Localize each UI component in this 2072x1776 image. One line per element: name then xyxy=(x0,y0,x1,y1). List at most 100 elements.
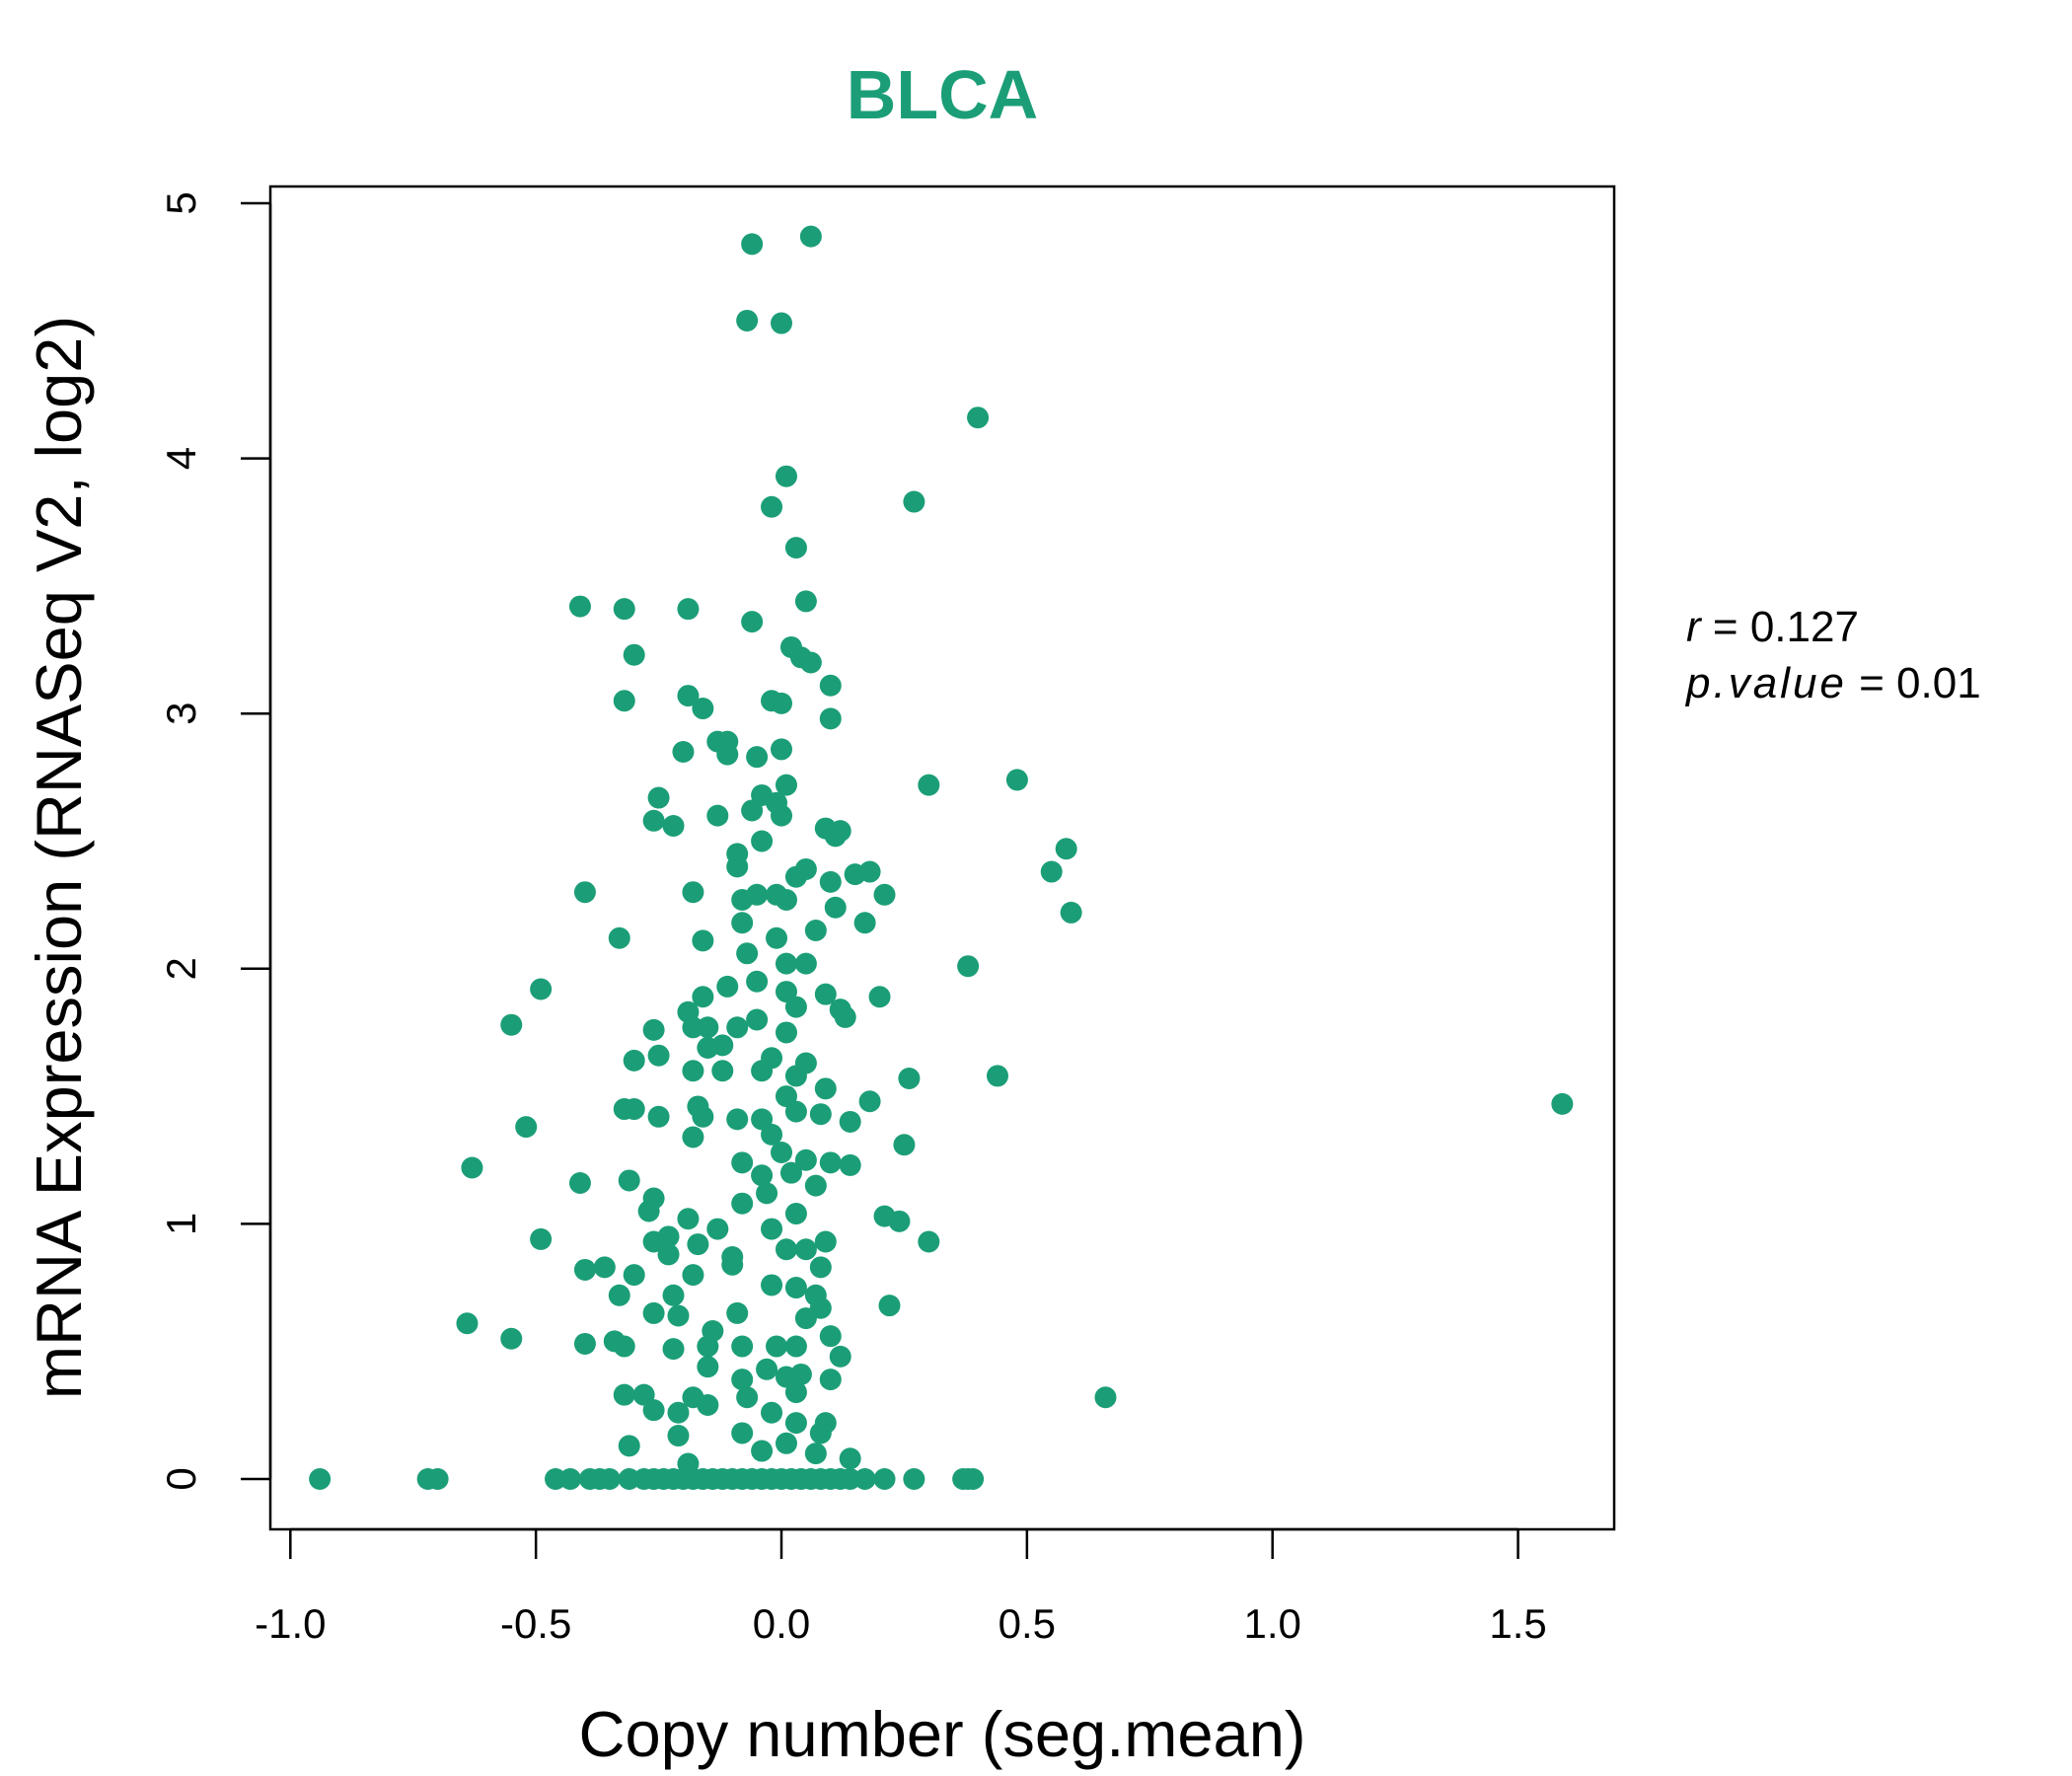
data-point xyxy=(426,1468,449,1490)
data-point xyxy=(824,896,847,919)
data-point xyxy=(819,707,842,730)
data-point xyxy=(741,233,764,256)
data-point xyxy=(677,1208,700,1230)
data-point xyxy=(761,495,783,518)
data-point xyxy=(706,1218,729,1240)
data-point xyxy=(903,490,925,513)
data-point xyxy=(794,590,817,613)
data-point xyxy=(697,1335,719,1358)
data-point xyxy=(1005,769,1028,791)
data-point xyxy=(784,537,807,559)
correlation-stat: r = 0.127 xyxy=(1686,603,1859,651)
data-point xyxy=(647,786,670,809)
chart-title: BLCA xyxy=(847,56,1038,133)
data-point xyxy=(799,225,822,248)
data-point xyxy=(647,1044,670,1067)
data-point xyxy=(623,1098,645,1121)
x-tick-label: -0.5 xyxy=(500,1600,571,1647)
data-point xyxy=(814,983,837,1005)
data-point xyxy=(608,1284,630,1306)
data-point xyxy=(608,926,630,949)
data-point xyxy=(711,1060,734,1082)
data-point xyxy=(711,1034,734,1057)
data-point xyxy=(784,1277,807,1299)
data-point xyxy=(775,1432,797,1454)
data-point xyxy=(766,926,788,949)
data-point xyxy=(500,1013,523,1036)
data-point xyxy=(756,1358,778,1380)
data-point xyxy=(751,1164,774,1187)
data-point xyxy=(687,1233,709,1256)
data-point xyxy=(839,1153,861,1176)
data-point xyxy=(751,830,774,852)
data-point xyxy=(309,1468,332,1490)
data-point xyxy=(746,746,769,769)
y-tick-label: 1 xyxy=(158,1213,204,1235)
data-point xyxy=(794,1148,817,1171)
data-point xyxy=(613,690,635,712)
x-axis: -1.0 -0.5 0.0 0.5 1.0 1.5 xyxy=(255,1527,1547,1647)
data-point xyxy=(784,1412,807,1435)
y-axis: 0 1 2 3 4 5 xyxy=(158,191,272,1491)
data-point xyxy=(873,1468,896,1490)
data-point xyxy=(761,1274,783,1296)
data-point xyxy=(839,1447,861,1470)
data-point xyxy=(515,1116,538,1139)
data-point xyxy=(623,1049,645,1072)
data-point xyxy=(819,870,842,893)
data-point xyxy=(784,1100,807,1123)
data-point xyxy=(814,1077,837,1100)
data-point xyxy=(736,309,759,332)
data-point xyxy=(647,1105,670,1128)
data-point xyxy=(618,1169,640,1192)
data-point xyxy=(682,881,704,904)
data-point xyxy=(873,883,896,906)
data-point xyxy=(839,1110,861,1133)
data-point xyxy=(819,674,842,697)
data-point xyxy=(598,1468,621,1490)
data-point xyxy=(573,1258,596,1281)
data-point xyxy=(682,1264,704,1287)
x-axis-label: Copy number (seg.mean) xyxy=(579,1698,1306,1770)
data-point xyxy=(461,1156,483,1179)
data-point xyxy=(809,1256,832,1279)
data-point xyxy=(771,692,792,714)
data-point xyxy=(692,929,714,952)
data-point xyxy=(573,881,596,904)
data-point xyxy=(500,1327,523,1350)
data-point xyxy=(692,698,714,720)
data-point xyxy=(784,1203,807,1225)
data-point xyxy=(771,1141,792,1163)
data-point xyxy=(613,1383,635,1406)
data-point xyxy=(819,1369,842,1391)
data-point xyxy=(794,857,817,880)
data-point xyxy=(682,1386,704,1409)
data-point xyxy=(775,952,797,975)
data-point xyxy=(741,611,764,633)
data-point xyxy=(761,1218,783,1240)
data-point xyxy=(697,1356,719,1378)
data-point xyxy=(530,1227,553,1250)
x-tick-label: 0.0 xyxy=(753,1600,810,1647)
data-point xyxy=(642,809,665,832)
data-point xyxy=(731,1422,754,1444)
data-point xyxy=(746,1008,769,1031)
data-point xyxy=(771,312,792,334)
data-point xyxy=(775,774,797,796)
p-label: p.value xyxy=(1684,659,1847,707)
data-point xyxy=(761,1401,783,1424)
data-point xyxy=(1060,901,1082,924)
data-point xyxy=(858,1090,881,1113)
data-point xyxy=(618,1435,640,1457)
data-point xyxy=(623,643,645,666)
data-point xyxy=(746,883,769,906)
data-point xyxy=(731,912,754,934)
data-point xyxy=(794,1052,817,1074)
data-point xyxy=(593,1256,616,1279)
data-point xyxy=(814,1412,837,1435)
data-point xyxy=(794,1238,817,1261)
data-point xyxy=(761,1123,783,1146)
data-point xyxy=(682,1060,704,1082)
data-point xyxy=(530,978,553,1000)
